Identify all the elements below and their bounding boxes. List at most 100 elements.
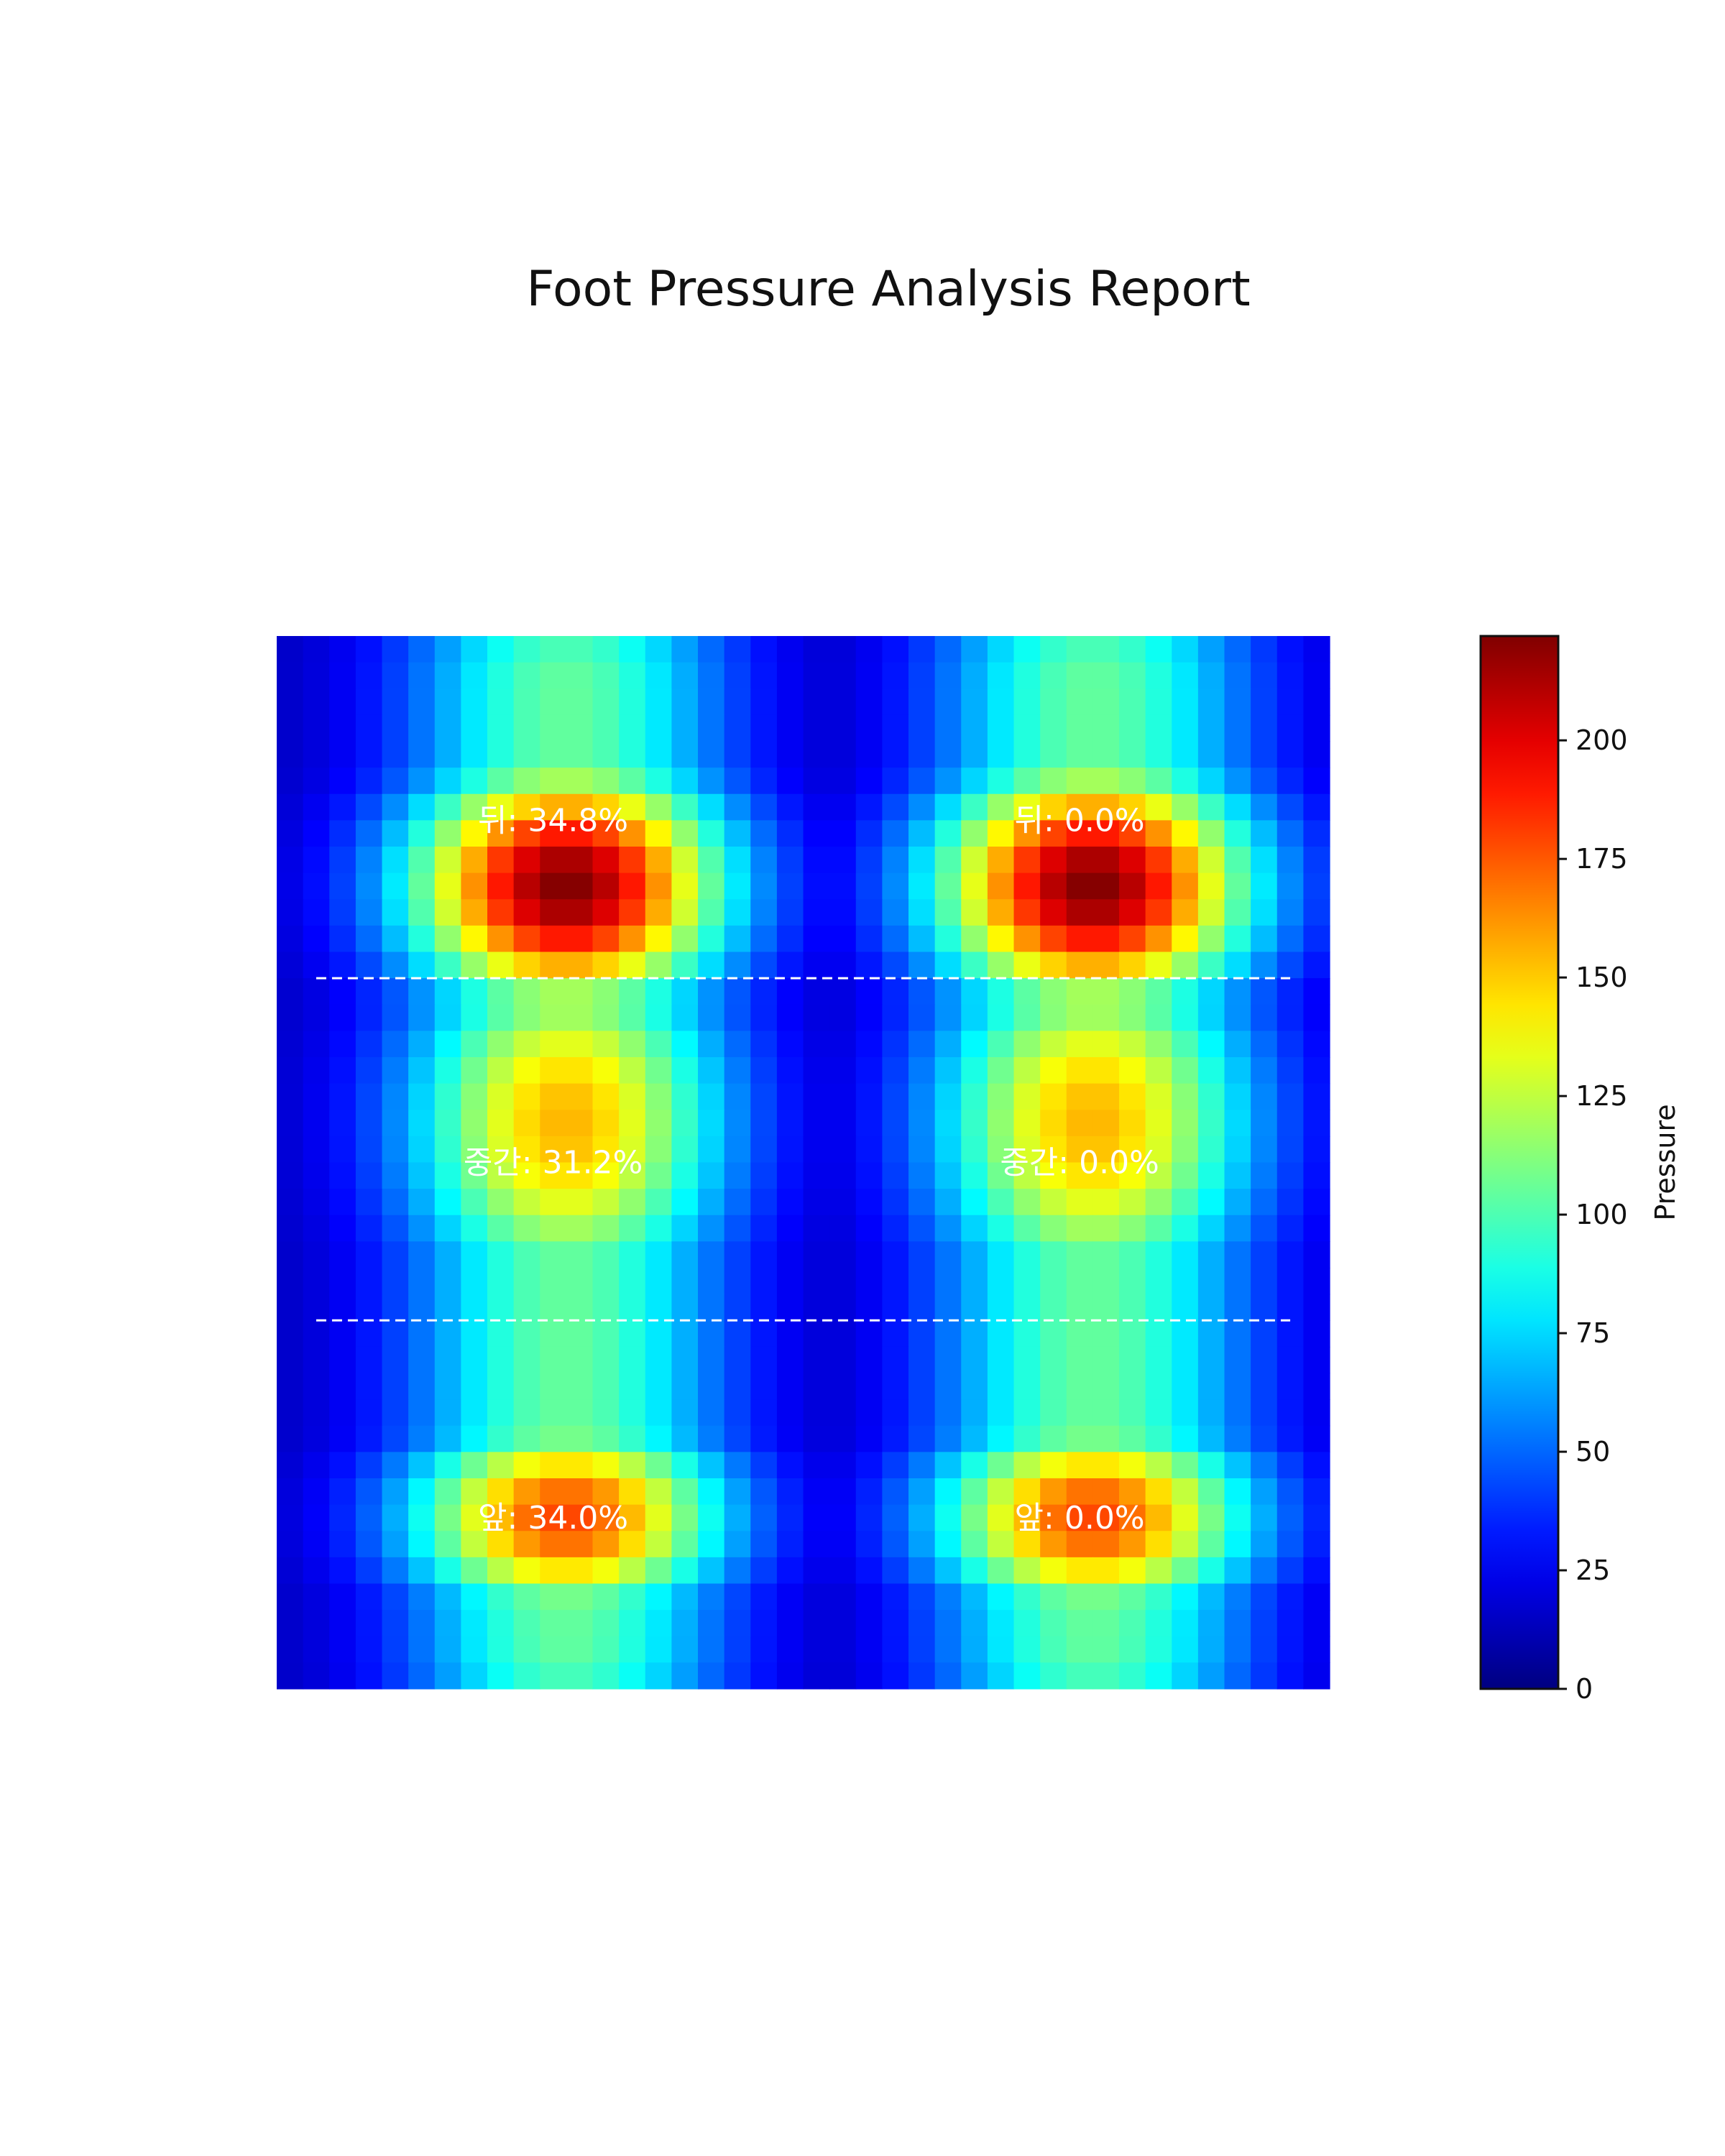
heatmap-cell — [750, 1531, 778, 1558]
heatmap-cell — [1013, 1610, 1041, 1637]
heatmap-cell — [566, 1057, 594, 1084]
heatmap-cell — [1013, 899, 1041, 926]
heatmap-cell — [961, 1583, 988, 1611]
heatmap-cell — [750, 1583, 778, 1611]
heatmap-cell — [1066, 1373, 1093, 1400]
heatmap-cell — [882, 872, 909, 900]
heatmap-cell — [303, 1399, 330, 1427]
heatmap-cell — [961, 872, 988, 900]
heatmap-cell — [803, 1135, 830, 1164]
heatmap-cell — [277, 1478, 304, 1506]
heatmap-cell — [1013, 688, 1041, 716]
heatmap-cell — [355, 1346, 383, 1374]
heatmap-cell — [355, 1162, 383, 1189]
heatmap-cell — [1224, 1610, 1251, 1637]
heatmap-cell — [1197, 741, 1225, 768]
heatmap-cell — [803, 1189, 830, 1216]
heatmap-cell — [513, 1399, 540, 1427]
heatmap-cell — [1066, 1294, 1093, 1321]
heatmap-cell — [1303, 1268, 1330, 1295]
heatmap-cell — [434, 1162, 461, 1189]
heatmap-cell — [1251, 1241, 1278, 1268]
heatmap-cell — [1197, 1452, 1225, 1479]
heatmap-cell — [724, 636, 751, 663]
heatmap-cell — [1013, 820, 1041, 847]
heatmap-cell — [1251, 1294, 1278, 1321]
heatmap-cell — [855, 1031, 883, 1058]
heatmap-cell — [1040, 1399, 1067, 1427]
heatmap-cell — [987, 1268, 1015, 1295]
heatmap-cell — [408, 872, 436, 900]
heatmap-cell — [592, 1610, 620, 1637]
heatmap-cell — [487, 899, 515, 926]
heatmap-cell — [1066, 847, 1093, 874]
heatmap-cell — [829, 899, 857, 926]
heatmap-cell — [908, 1031, 936, 1058]
heatmap-cell — [1251, 1162, 1278, 1189]
heatmap-cell — [882, 714, 909, 742]
heatmap-cell — [540, 1425, 567, 1452]
heatmap-cell — [908, 1557, 936, 1585]
heatmap-cell — [1172, 1110, 1199, 1137]
heatmap-cell — [908, 793, 936, 821]
chart-title: Foot Pressure Analysis Report — [526, 261, 1250, 318]
heatmap-cell — [1092, 1162, 1120, 1189]
heatmap-cell — [277, 1189, 304, 1216]
heatmap-cell — [1276, 1452, 1304, 1479]
heatmap-cell — [645, 1662, 672, 1690]
heatmap-cell — [303, 872, 330, 900]
heatmap-cell — [1251, 1399, 1278, 1427]
heatmap-cell — [1145, 1557, 1172, 1585]
heatmap-cell — [619, 1031, 646, 1058]
heatmap-cell — [829, 925, 857, 953]
heatmap-cell — [434, 1031, 461, 1058]
heatmap-cell — [1040, 1189, 1067, 1216]
heatmap-cell — [724, 872, 751, 900]
heatmap-cell — [961, 820, 988, 847]
heatmap-cell — [1119, 952, 1146, 979]
colorbar-tick-label: 150 — [1576, 962, 1628, 993]
heatmap-cell — [855, 662, 883, 689]
heatmap-cell — [1251, 636, 1278, 663]
heatmap-cell — [829, 872, 857, 900]
heatmap-cell — [671, 768, 699, 795]
heatmap-cell — [1119, 1636, 1146, 1663]
heatmap-cell — [908, 1320, 936, 1348]
heatmap-cell — [698, 1504, 725, 1531]
heatmap-cell — [724, 1425, 751, 1452]
heatmap-cell — [1066, 1557, 1093, 1585]
heatmap-cell — [829, 1425, 857, 1452]
heatmap-cell — [1013, 662, 1041, 689]
heatmap-cell — [1013, 847, 1041, 874]
heatmap-cell — [487, 1452, 515, 1479]
heatmap-cell — [1224, 1636, 1251, 1663]
heatmap-cell — [698, 1636, 725, 1663]
heatmap-cell — [487, 1031, 515, 1058]
heatmap-cell — [961, 925, 988, 953]
heatmap-cell — [961, 688, 988, 716]
heatmap-cell — [329, 925, 356, 953]
heatmap-cell — [1092, 1215, 1120, 1242]
heatmap-cell — [1145, 1004, 1172, 1031]
heatmap-cell — [434, 872, 461, 900]
heatmap-cell — [855, 714, 883, 742]
heatmap-cell — [513, 714, 540, 742]
heatmap-cell — [1197, 1268, 1225, 1295]
heatmap-cell — [698, 1162, 725, 1189]
heatmap-cell — [829, 1662, 857, 1690]
heatmap-cell — [645, 714, 672, 742]
heatmap-cell — [1197, 847, 1225, 874]
heatmap-cell — [1276, 1294, 1304, 1321]
heatmap-cell — [461, 768, 488, 795]
heatmap-cell — [671, 1110, 699, 1137]
heatmap-cell — [277, 1135, 304, 1164]
heatmap-cell — [1303, 768, 1330, 795]
heatmap-cell — [961, 1215, 988, 1242]
heatmap-cell — [908, 1004, 936, 1031]
heatmap-cell — [803, 1057, 830, 1084]
heatmap-cell — [540, 1215, 567, 1242]
heatmap-cell — [645, 847, 672, 874]
heatmap-cell — [1040, 1346, 1067, 1374]
heatmap-cell — [513, 768, 540, 795]
heatmap-cell — [1172, 1162, 1199, 1189]
